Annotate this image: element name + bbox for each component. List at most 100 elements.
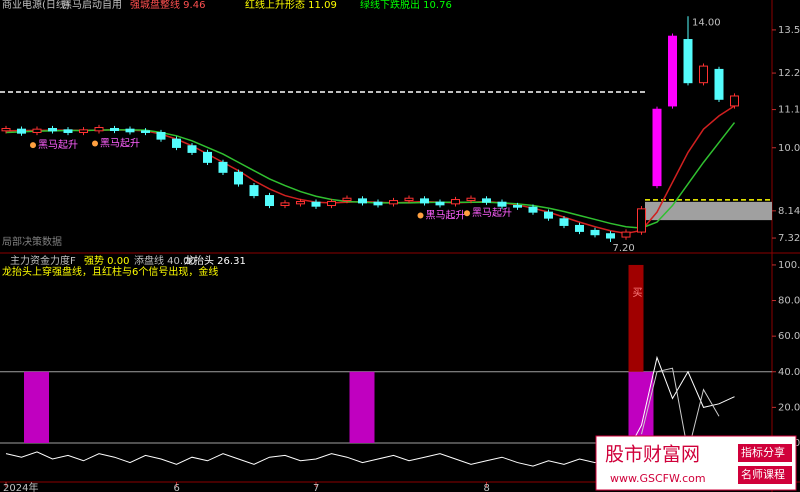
candle-body (513, 205, 522, 208)
y-tick-label: 11.19 (778, 105, 800, 116)
candle-body (48, 128, 57, 132)
y-tick-label: 20.00 (778, 402, 800, 413)
signal-bar (349, 371, 375, 443)
annotation: 黑马起升 (426, 210, 466, 222)
zone (645, 201, 772, 221)
candle-body (296, 201, 305, 205)
y-tick-label: 7.32 (778, 233, 800, 244)
candle-body (110, 128, 119, 131)
y-tick-label: 8.14 (778, 206, 800, 217)
candle-body (234, 171, 243, 185)
header-item: 绿线下跌脱出 10.76 (360, 0, 452, 11)
bar-label: 买 (633, 287, 643, 299)
candle-body (544, 211, 553, 219)
candle-body (451, 199, 460, 205)
candle-body (652, 108, 662, 187)
annotation: 黑马起升 (38, 139, 78, 151)
tag-box (738, 444, 792, 462)
candle-body (559, 218, 569, 226)
candle-body (404, 197, 414, 202)
candle-body (389, 200, 398, 205)
candle-body (203, 151, 212, 163)
candle-body (528, 206, 538, 213)
watermark: 股市财富网 www.GSCFW.com 指标分享 名师课程 (595, 435, 797, 491)
y-tick-label: 10.04 (778, 143, 800, 154)
watermark-name: 股市财富网 (605, 444, 700, 466)
y-tick-label: 40.00 (778, 367, 800, 378)
candle-body (218, 161, 228, 173)
annotation: 黑马起升 (100, 137, 140, 149)
candle-body (1, 128, 11, 132)
candle-body (606, 233, 615, 239)
legend-entry: 添盘线 40.00 (134, 254, 196, 267)
subtitle: 龙抬头上穿强盘线，且红柱与6个信号出现，金线 (2, 265, 218, 278)
symbol: 商业电源(日线) (2, 0, 70, 11)
y-tick-label: 60.00 (778, 331, 800, 342)
y-tick-label: 12.29 (778, 68, 800, 79)
candle-body (172, 138, 181, 148)
candle-body (466, 197, 476, 202)
candle-body (683, 39, 693, 84)
low-label: 7.20 (613, 243, 635, 254)
header-item: 红线上升形态 11.09 (245, 0, 337, 11)
candle-body (714, 68, 724, 100)
candle-body (141, 130, 150, 133)
candle-body (482, 198, 491, 203)
annotation-icon (417, 212, 424, 219)
high-label: 14.00 (692, 17, 721, 28)
candle-body (187, 145, 197, 153)
candle-body (327, 201, 336, 207)
header-item: 强城盘整线 9.46 (130, 0, 205, 11)
ma-line (5, 105, 735, 235)
candle-body (249, 185, 259, 197)
candle-body (637, 208, 646, 233)
candle-body (342, 197, 352, 202)
signal-bar (24, 371, 49, 443)
candle-body (590, 229, 600, 236)
candle-body (420, 198, 429, 204)
candle-body (311, 201, 321, 207)
legend-entry: 强势 0.00 (84, 254, 129, 267)
legend-entry: 龙抬头 26.31 (184, 254, 246, 267)
signal-bar (628, 264, 644, 372)
candle-body (668, 35, 677, 107)
watermark-tag: 指标分享 (741, 445, 785, 459)
candle-body (730, 95, 739, 107)
indicator-title: 主力资金力度F (10, 254, 76, 267)
signal-bar (628, 371, 654, 443)
watermark-tag: 名师课程 (741, 467, 785, 481)
candle-body (280, 202, 290, 207)
annotation-icon (30, 142, 36, 149)
indicator-name: 黑马启动自用 (62, 0, 122, 11)
candle-body (63, 129, 73, 133)
annotation-icon (92, 140, 98, 147)
annotation: 黑马起升 (472, 207, 512, 219)
watermark-url: www.GSCFW.com (610, 472, 706, 485)
sub-note: 局部决策数据 (2, 235, 62, 248)
candle-body (435, 201, 445, 206)
candle-body (125, 128, 135, 133)
candle-body (621, 231, 631, 238)
x-tick-label: 7 (313, 483, 319, 492)
candle-body (265, 195, 274, 207)
x-tick-label: 2024年 (3, 481, 38, 492)
candle-body (17, 128, 26, 134)
x-tick-label: 6 (174, 483, 180, 492)
x-tick-label: 8 (484, 483, 490, 492)
candle-body (94, 127, 104, 132)
candle-body (156, 131, 166, 140)
annotation-icon (464, 210, 470, 217)
candle-body (497, 201, 507, 207)
indicator-line (641, 367, 720, 452)
y-tick-label: 80.00 (778, 296, 800, 307)
candle-body (32, 128, 42, 133)
candle-body (373, 201, 383, 206)
candle-body (358, 198, 367, 204)
candle-body (575, 224, 584, 232)
y-tick-label: 100.00 (778, 260, 800, 271)
candle-body (699, 65, 708, 84)
candle-body (79, 129, 88, 133)
y-tick-label: 13.59 (778, 25, 800, 36)
tag-box (738, 466, 792, 484)
